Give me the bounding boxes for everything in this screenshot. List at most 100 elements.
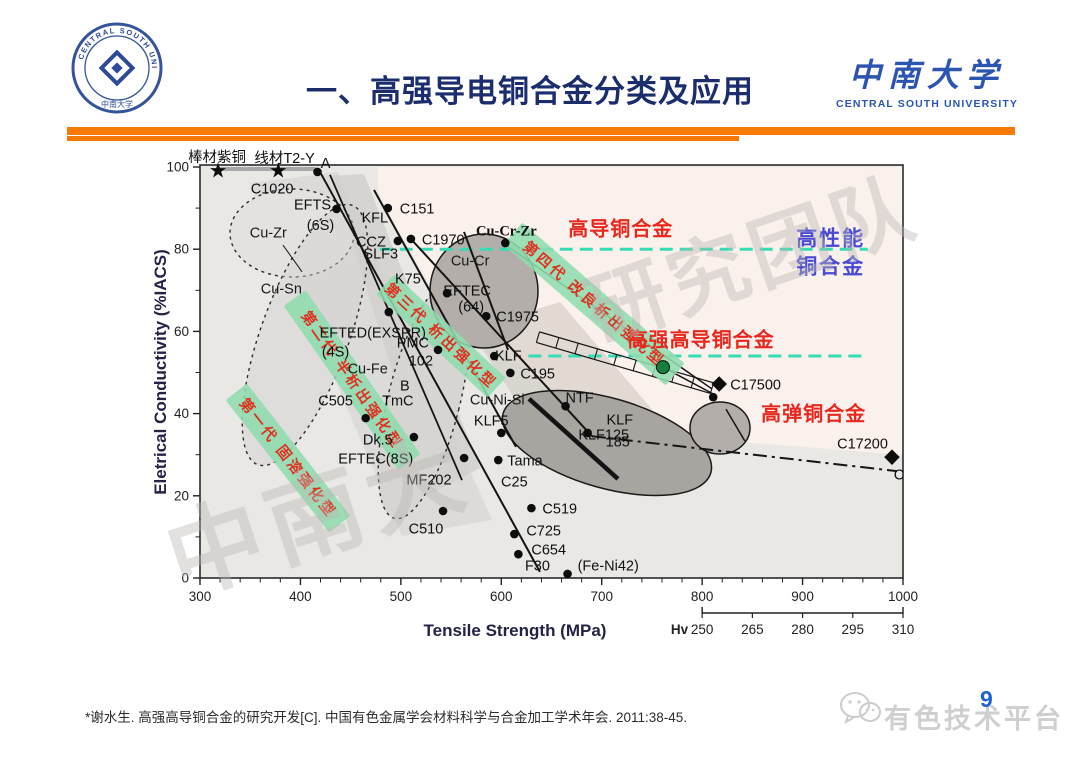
trend-line <box>725 408 746 442</box>
accent-bar-top <box>67 127 1015 135</box>
point-label-MF202: MF202 <box>406 473 451 489</box>
page-title: 一、高强导电铜合金分类及应用 <box>306 74 754 109</box>
point-label-C: C <box>894 467 904 483</box>
point-label-Cu-Cr: Cu-Cr <box>451 254 490 270</box>
data-point-dot <box>493 455 503 465</box>
point-label-Cu-Ni-Si: Cu-Ni-Si <box>470 393 525 409</box>
point-label-C195: C195 <box>520 366 555 382</box>
data-point-dot <box>433 345 443 355</box>
x-tick-label: 500 <box>390 589 413 604</box>
generation-band-rect <box>377 275 505 397</box>
y-tick-label: 60 <box>174 324 189 339</box>
data-point-dot <box>406 234 416 244</box>
y-tick-label: 40 <box>174 406 189 421</box>
university-name-en: CENTRAL SOUTH UNIVERSITY <box>836 98 1018 110</box>
ladder-rung <box>690 377 695 388</box>
trend-line <box>373 189 517 448</box>
hv-bracket <box>701 607 904 614</box>
point-label-C505: C505 <box>318 393 353 409</box>
cu-ni-si-region <box>501 389 713 497</box>
point-label-C725: C725 <box>526 524 561 540</box>
point-label-C654: C654 <box>531 543 566 559</box>
seal-bottom-text: 中南大学 <box>101 99 133 109</box>
point-label-C17500: C17500 <box>730 378 781 394</box>
data-point-dot <box>393 236 403 246</box>
data-point-dot <box>708 392 718 402</box>
point-label-C1970: C1970 <box>422 232 465 248</box>
y-axis-title: Eletrical Conductivity (%IACS) <box>151 249 170 495</box>
data-point-dot <box>527 503 536 513</box>
point-label-64: (64) <box>458 300 484 316</box>
point-label-EFTS: EFTS <box>294 197 331 213</box>
klf185-region <box>689 401 751 455</box>
point-label-T2-Y: 线材T2-Y <box>254 150 315 167</box>
point-label-KLF: KLF <box>606 413 633 429</box>
data-point-dot <box>459 453 469 463</box>
data-point-dot <box>510 529 519 539</box>
x-tick-label: 700 <box>590 589 613 604</box>
data-point-dot <box>442 288 452 298</box>
alloy-scatter-chart: 300 400 500 600 700 800 900 1000 0 20 40 60 80 100 Ten… <box>151 149 918 640</box>
point-label-: 高性能 <box>796 226 865 250</box>
trend-line <box>408 236 593 437</box>
accent-bar-bottom <box>67 136 739 141</box>
data-point-dot <box>563 569 572 579</box>
ladder-rung <box>593 348 599 360</box>
x-tick-label: 1000 <box>888 589 918 604</box>
point-label-NTF: NTF <box>566 390 594 406</box>
point-label-KLF5: KLF5 <box>474 413 509 429</box>
plot-frame <box>199 164 904 579</box>
hv-tick-label: 310 <box>892 622 915 637</box>
point-label-: 铜合金 <box>796 254 865 278</box>
point-label-B: B <box>400 379 410 395</box>
university-name-cn: 中南大学 <box>849 57 1006 93</box>
point-label-C510: C510 <box>409 522 444 538</box>
data-point-green-dot <box>655 360 670 375</box>
data-point-star: ★ <box>209 159 228 182</box>
point-label-Cu-Cr-Zr: Cu-Cr-Zr <box>476 224 537 240</box>
point-label-4S: (4S) <box>322 344 349 360</box>
point-label-Tama: Tama <box>507 454 543 470</box>
point-label-C151: C151 <box>400 202 435 218</box>
hv-tick-label: 265 <box>741 622 764 637</box>
point-label-: 棒材紫铜 <box>188 149 246 166</box>
y-tick-label: 80 <box>174 242 189 257</box>
university-seal: CENTRAL SOUTH UNIVERSITY 中南大学 <box>70 20 163 114</box>
data-point-dot <box>332 204 341 214</box>
data-point-dot <box>438 506 448 516</box>
trend-line <box>591 435 898 473</box>
point-label-A: A <box>321 156 331 172</box>
reference-footnote: *谢水生. 高强高导铜合金的研究开发[C]. 中国有色金属学会材料科学与合金加工… <box>85 710 688 725</box>
ladder-rung <box>613 354 618 366</box>
trend-line <box>282 244 303 273</box>
ladder-edge <box>536 341 711 394</box>
point-label-C1020: C1020 <box>251 181 294 197</box>
trend-line <box>527 397 620 481</box>
data-point-dot <box>361 413 371 423</box>
data-point-dot <box>481 311 491 321</box>
y-tick-label: 20 <box>174 488 189 503</box>
ladder-rung <box>535 331 541 343</box>
data-point-dot <box>583 428 592 438</box>
point-label-: 高弹铜合金 <box>761 402 866 426</box>
university-logo: 中南大学 CENTRAL SOUTH UNIVERSITY <box>836 50 1018 110</box>
hv-tick-label: 295 <box>842 622 865 637</box>
data-point-dot <box>561 401 570 411</box>
ladder-edge <box>539 331 714 384</box>
data-point-dot <box>409 432 419 442</box>
point-label-K75: K75 <box>395 272 421 288</box>
hv-tick-label: 250 <box>691 622 714 637</box>
generation-band-rect <box>226 384 350 532</box>
point-label-C1975: C1975 <box>496 310 539 326</box>
trend-line <box>329 174 463 481</box>
point-label-C519: C519 <box>542 502 577 518</box>
point-label-TmC: TmC <box>382 393 413 409</box>
point-label-CCZ: CCZ <box>356 234 386 250</box>
point-label-PMC: PMC <box>397 335 429 351</box>
ladder-rung <box>632 360 637 371</box>
ladder-rung <box>574 343 579 354</box>
point-label-C17200: C17200 <box>837 437 888 453</box>
point-label-: 高导铜合金 <box>568 217 673 241</box>
point-label-: 高强高导铜合金 <box>628 328 775 352</box>
point-label-C25: C25 <box>501 474 528 490</box>
